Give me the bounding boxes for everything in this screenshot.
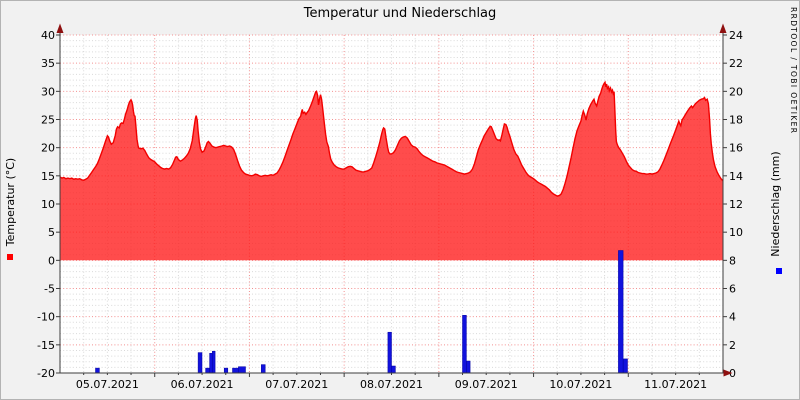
right-tick-label: 24 <box>729 29 743 42</box>
left-tick-label: 35 <box>41 57 55 70</box>
left-tick-label: 40 <box>41 29 55 42</box>
right-tick-label: 16 <box>729 142 743 155</box>
left-tick-label: -10 <box>37 311 55 324</box>
left-axis-label: Temperatur (°C) <box>4 158 17 247</box>
precip-bar <box>212 350 216 374</box>
left-tick-label: -20 <box>37 367 55 380</box>
date-label: 08.07.2021 <box>360 378 423 391</box>
chart-title: Temperatur und Niederschlag <box>303 6 497 21</box>
date-label: 11.07.2021 <box>644 378 707 391</box>
right-tick-label: 6 <box>729 283 736 296</box>
precip-bar <box>205 367 210 374</box>
date-label: 06.07.2021 <box>171 378 234 391</box>
left-tick-label: 5 <box>48 226 55 239</box>
right-tick-label: 14 <box>729 170 743 183</box>
left-tick-label: 0 <box>48 254 55 267</box>
left-tick-label: 15 <box>41 170 55 183</box>
temperature-curve <box>59 80 724 197</box>
right-tick-label: 4 <box>729 311 736 324</box>
left-tick-label: -15 <box>37 339 55 352</box>
date-label: 10.07.2021 <box>549 378 612 391</box>
precip-bar <box>209 353 213 374</box>
precip-bar <box>618 250 624 374</box>
left-axis-tick-labels: 40 35 30 25 20 15 10 5 0 -5 -10 -15 -20 <box>37 29 55 380</box>
right-tick-label: 22 <box>729 57 743 70</box>
precip-bar <box>238 366 246 374</box>
right-tick-label: 20 <box>729 85 743 98</box>
right-tick-label: 12 <box>729 198 743 211</box>
gridlines-major <box>60 34 723 373</box>
temperature-line <box>59 80 724 197</box>
left-tick-label: -5 <box>44 283 55 296</box>
right-tick-label: 0 <box>729 367 736 380</box>
left-tick-label: 25 <box>41 114 55 127</box>
watermark-text: RRDTOOL / TOBI OETIKER <box>789 7 798 134</box>
precip-bar <box>387 331 392 374</box>
precip-bar <box>223 367 229 374</box>
precip-bar <box>391 365 396 374</box>
date-label: 07.07.2021 <box>265 378 328 391</box>
temperature-legend-swatch <box>7 254 13 260</box>
right-axis-arrow-icon <box>719 23 727 33</box>
precipitation-legend-swatch <box>776 268 782 274</box>
precip-bar <box>232 367 239 374</box>
axes <box>59 27 729 374</box>
temperature-area-fill <box>60 82 723 261</box>
temperature-area <box>60 82 723 261</box>
precip-bar <box>261 364 266 374</box>
left-tick-label: 30 <box>41 85 55 98</box>
right-tick-label: 18 <box>729 114 743 127</box>
right-tick-label: 2 <box>729 339 736 352</box>
x-axis-arrow-icon <box>723 369 733 377</box>
x-axis-tick-labels: 05.07.2021 06.07.2021 07.07.2021 08.07.2021… <box>76 378 707 391</box>
right-tick-label: 8 <box>729 254 736 267</box>
right-axis-label: Niederschlag (mm) <box>769 151 782 256</box>
left-tick-label: 20 <box>41 142 55 155</box>
left-tick-label: 10 <box>41 198 55 211</box>
date-label: 09.07.2021 <box>455 378 518 391</box>
precip-bar <box>95 367 100 374</box>
precip-bar <box>622 358 628 374</box>
axis-arrows <box>56 23 733 377</box>
precip-bar <box>466 360 471 374</box>
date-label: 05.07.2021 <box>76 378 139 391</box>
precip-bar <box>197 352 203 374</box>
left-axis-arrow-icon <box>56 23 64 33</box>
precip-bar <box>462 315 467 374</box>
precipitation-bars <box>95 250 628 374</box>
right-tick-label: 10 <box>729 226 743 239</box>
